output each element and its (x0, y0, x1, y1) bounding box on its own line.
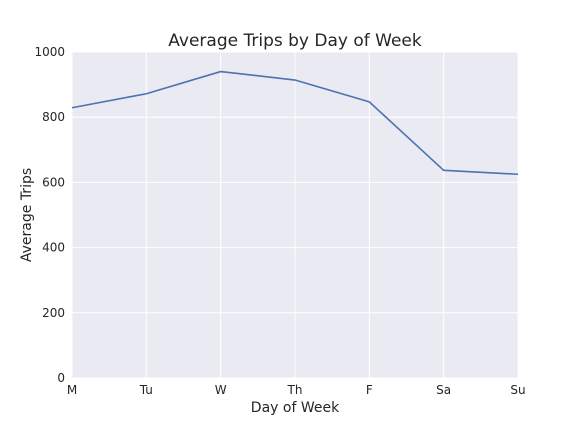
x-tick-label: Tu (139, 383, 153, 397)
x-tick-labels: M Tu W Th F Sa Su (67, 383, 526, 397)
y-tick-label: 1000 (34, 45, 65, 59)
series-lines (71, 70, 519, 176)
y-tick-label: 600 (42, 175, 65, 189)
y-tick-label: 0 (57, 371, 65, 385)
y-tick-label: 400 (42, 241, 65, 255)
series-line (71, 70, 519, 176)
chart-title: Average Trips by Day of Week (168, 31, 422, 51)
y-tick-labels: 0 200 400 600 800 1000 (34, 45, 65, 385)
x-tick-label: F (366, 383, 373, 397)
y-tick-label: 800 (42, 110, 65, 124)
x-tick-label: M (67, 383, 77, 397)
x-tick-label: Sa (436, 383, 451, 397)
y-tick-label: 200 (42, 306, 65, 320)
x-tick-label: W (215, 383, 227, 397)
grid-lines (71, 51, 519, 379)
x-tick-label: Th (287, 383, 303, 397)
y-axis-label: Average Trips (19, 168, 35, 262)
x-tick-label: Su (510, 383, 525, 397)
x-axis-label: Day of Week (251, 400, 340, 416)
